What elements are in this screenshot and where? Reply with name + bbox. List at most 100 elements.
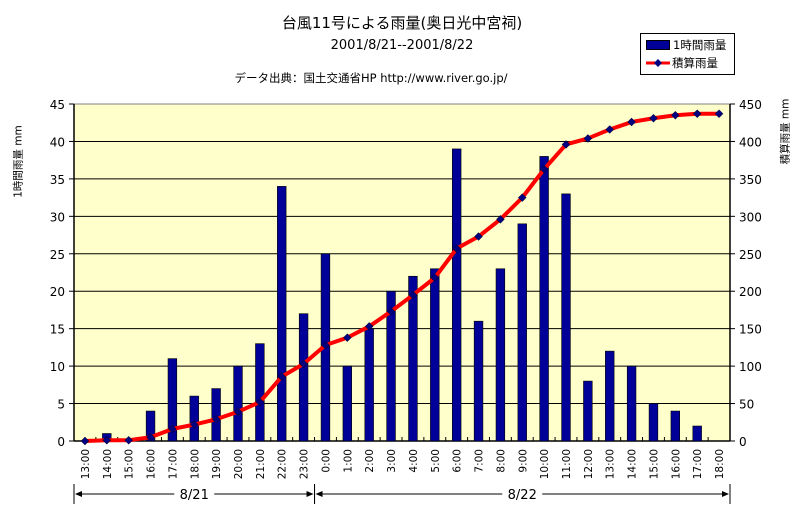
line-marker [517, 193, 527, 202]
y-right-tick-label: 150 [739, 323, 762, 337]
x-tick-label: 2:00 [364, 449, 376, 473]
arrow-head-left [315, 491, 323, 497]
y-left-tick-label: 40 [50, 135, 65, 149]
y-right-tick-label: 350 [739, 173, 762, 187]
y-left-tick-label: 30 [50, 210, 65, 224]
line-marker [605, 125, 615, 134]
bar [451, 148, 462, 442]
date-group-label: 8/21 [180, 488, 209, 503]
y-left-tick-label: 15 [50, 323, 65, 337]
line-marker [299, 359, 308, 369]
bar [233, 365, 243, 442]
x-tick-label: 12:00 [583, 449, 595, 479]
bar [539, 156, 549, 442]
bar [648, 403, 659, 442]
bar [583, 380, 593, 442]
line-marker [692, 109, 702, 119]
y-left-tick-label: 35 [50, 173, 65, 187]
y-right-tick-label: 250 [739, 248, 762, 262]
x-tick-label: 8:00 [495, 449, 507, 473]
bar [561, 193, 571, 442]
line-marker [102, 435, 112, 445]
line-marker [583, 134, 593, 143]
line-marker [168, 424, 177, 434]
bar [255, 343, 265, 442]
line-marker [80, 436, 90, 446]
x-tick-label: 4:00 [408, 449, 420, 473]
y-left-tick-label: 0 [57, 435, 65, 449]
y-right-tick-label: 450 [739, 98, 762, 112]
legend: 1時間雨量 積算雨量 [640, 33, 735, 75]
chart-subtitle: 2001/8/21--2001/8/22 [330, 38, 474, 53]
bar [364, 328, 374, 442]
bar [430, 268, 440, 442]
x-tick-label: 15:00 [648, 449, 660, 479]
x-tick-label: 17:00 [167, 449, 179, 479]
x-tick-label: 16:00 [146, 449, 158, 479]
date-group-label: 8/22 [508, 488, 537, 503]
x-tick-label: 6:00 [452, 449, 464, 473]
x-tick-label: 14:00 [627, 449, 639, 479]
x-tick-label: 21:00 [255, 449, 267, 479]
line-marker [189, 420, 199, 429]
arrow-head-left [75, 491, 82, 497]
x-tick-label: 0:00 [320, 449, 332, 473]
chart-title: 台風11号による雨量(奥日光中宮祠) [281, 14, 523, 32]
legend-entry-cumulative: 積算雨量 [646, 55, 718, 71]
x-tick-label: 18:00 [714, 449, 726, 479]
data-source: データ出典：国土交通省HP http://www.river.go.jp/ [234, 71, 508, 85]
arrow-head-right [722, 491, 729, 497]
legend-entry-hourly: 1時間雨量 [646, 37, 726, 53]
bar [670, 410, 681, 442]
x-tick-label: 7:00 [474, 449, 486, 473]
line-marker [321, 340, 330, 350]
x-tick-label: 15:00 [124, 449, 136, 479]
bar [692, 425, 702, 442]
line-marker [408, 290, 418, 300]
x-tick-label: 16:00 [670, 449, 682, 479]
bar [167, 358, 178, 442]
x-tick-label: 1:00 [342, 449, 354, 473]
y-left-tick-label: 45 [50, 98, 65, 112]
y-right-tick-label: 100 [739, 360, 762, 374]
y-left-tick-label: 20 [50, 285, 65, 299]
x-tick-label: 18:00 [189, 449, 201, 479]
x-tick-label: 19:00 [211, 449, 223, 479]
arrow-head-right [306, 491, 314, 497]
bar [211, 388, 221, 442]
bar [342, 365, 353, 442]
line-marker [146, 432, 155, 442]
line-marker [364, 322, 374, 331]
line-marker [714, 109, 724, 119]
y-right-tick-label: 50 [739, 398, 754, 412]
y-left-tick-label: 25 [50, 248, 65, 262]
bar [298, 313, 309, 442]
x-tick-label: 17:00 [692, 449, 704, 479]
x-tick-label: 5:00 [430, 449, 442, 473]
line-marker [343, 333, 352, 342]
line-marker [211, 414, 221, 424]
bar [386, 290, 396, 442]
legend-bar-swatch [646, 40, 670, 50]
y-left-tick-label: 5 [57, 398, 65, 412]
x-tick-label: 14:00 [102, 449, 114, 479]
x-tick-label: 22:00 [277, 449, 289, 479]
x-tick-label: 13:00 [80, 449, 92, 479]
x-tick-label: 23:00 [299, 449, 311, 479]
bar [495, 268, 506, 442]
line-marker [474, 232, 483, 241]
line-marker [277, 372, 287, 381]
line-marker [649, 113, 658, 123]
legend-label-hourly: 1時間雨量 [673, 38, 727, 52]
x-tick-label: 10:00 [539, 449, 551, 479]
line-marker [124, 435, 133, 445]
y-right-tick-label: 200 [739, 285, 762, 299]
bar [605, 350, 615, 442]
line-marker [255, 397, 265, 407]
cumulative-line [84, 111, 720, 443]
line-marker [496, 215, 505, 224]
x-tick-label: 20:00 [233, 449, 245, 479]
bar [626, 365, 637, 442]
x-tick-label: 11:00 [561, 449, 573, 479]
bar [277, 186, 287, 442]
